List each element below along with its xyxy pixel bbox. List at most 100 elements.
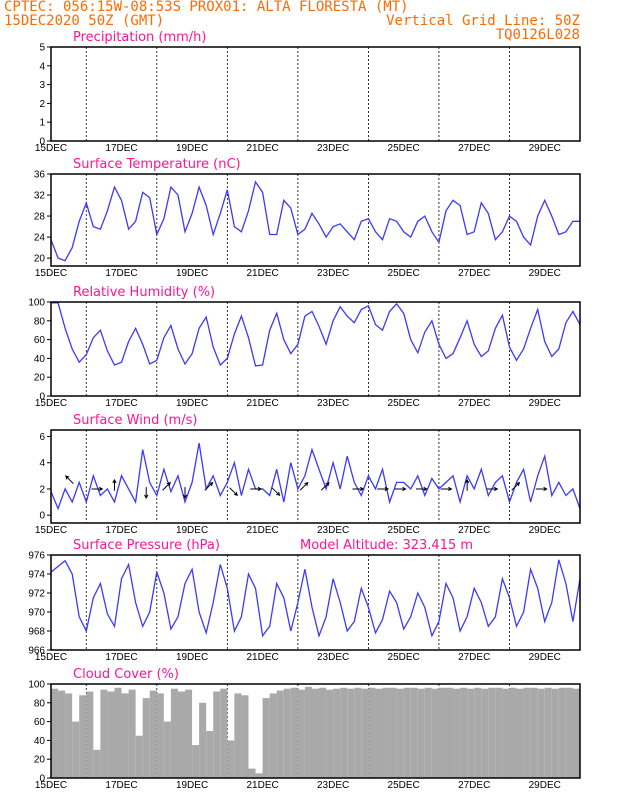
cloud-bar (523, 687, 531, 778)
plot-frame (50, 301, 581, 397)
y-tick-label: 3 (39, 80, 45, 91)
x-tick-label: 21DEC (246, 525, 278, 536)
cloud-bar (551, 688, 559, 778)
panel-1: 0 1 2 3 4 5 15DEC 17DEC 19DEC 21DEC 23DEC 25DEC 27DE… (35, 30, 581, 154)
x-tick-label: 25DEC (388, 780, 420, 791)
cloud-bar (227, 740, 235, 778)
x-tick-label: 21DEC (246, 652, 278, 663)
wind-vector (65, 475, 74, 485)
cloud-bar (65, 693, 73, 778)
y-tick-label: 36 (34, 170, 46, 181)
x-tick-label: 17DEC (105, 143, 137, 154)
y-tick-label: 20 (34, 755, 46, 766)
series-line (50, 559, 581, 639)
wind-vector (511, 481, 521, 491)
x-tick-label: 27DEC (458, 780, 490, 791)
cloud-bar (58, 690, 66, 778)
cloud-bar (220, 688, 228, 778)
wind-vector (440, 486, 453, 492)
y-tick-label: 60 (34, 717, 46, 728)
cloud-bar (558, 687, 566, 778)
wind-vector (377, 486, 390, 492)
wind-vector (465, 478, 470, 491)
x-tick-label: 23DEC (317, 143, 349, 154)
x-tick-label: 21DEC (246, 780, 278, 791)
y-tick-label: 40 (34, 736, 46, 747)
x-tick-label: 23DEC (317, 398, 349, 409)
x-tick-label: 15DEC (35, 398, 67, 409)
x-tick-label: 19DEC (176, 652, 208, 663)
cloud-bar (460, 687, 468, 778)
cloud-bar (445, 687, 454, 778)
cloud-bar (431, 688, 439, 778)
cloud-bar (156, 693, 164, 778)
cloud-bar (326, 689, 334, 778)
cloud-bar (311, 688, 320, 778)
header-grid-line: Vertical Grid Line: 50Z (386, 13, 580, 29)
series-line (51, 302, 581, 367)
cloud-bar (361, 688, 369, 778)
cloud-bar (213, 691, 221, 778)
y-tick-label: 976 (28, 551, 45, 562)
cloud-bar (453, 688, 461, 778)
cloud-bar (403, 687, 411, 778)
x-tick-label: 27DEC (458, 525, 490, 536)
x-tick-label: 29DEC (529, 398, 561, 409)
wind-vector (320, 481, 330, 491)
cloud-bar (502, 688, 510, 778)
y-tick-label: 80 (34, 698, 46, 709)
panel-3: 0 20 40 60 80 100 15DEC 17DEC 19DEC 21DEC 23DEC 25D… (28, 285, 581, 409)
y-tick-label: 24 (34, 233, 46, 244)
cloud-bar (269, 693, 277, 778)
y-tick-label: 32 (34, 191, 46, 202)
y-tick-label: 80 (34, 316, 46, 327)
x-tick-label: 17DEC (105, 652, 137, 663)
wind-vector (250, 486, 263, 492)
panel-annotation: Model Altitude: 323.415 m (300, 538, 473, 553)
cloud-bar (516, 688, 524, 778)
x-tick-label: 21DEC (246, 268, 278, 279)
wind-vector (144, 487, 149, 499)
cloud-bar (135, 735, 143, 778)
x-tick-label: 21DEC (246, 398, 278, 409)
y-tick-label: 5 (39, 43, 45, 54)
plot-frame (50, 683, 581, 779)
x-tick-label: 15DEC (35, 268, 67, 279)
plot-frame (50, 554, 581, 651)
panel-6: 0 20 40 60 80 100 15DEC 17DEC 19DEC 21DEC 23DEC 25D… (28, 667, 581, 791)
wind-vector (182, 487, 188, 499)
cloud-bar (368, 687, 376, 778)
panel-title: Surface Wind (m/s) (73, 413, 197, 428)
series-line (50, 180, 580, 262)
panel-4: 0 2 4 6 15DEC 17DEC 19DEC 21DEC 23DEC 25DEC 27DEC 2… (35, 413, 581, 536)
header-station: CPTEC: 056:15W-08:53S PROX01: ALTA FLORE… (4, 0, 409, 15)
y-tick-label: 1 (39, 118, 45, 129)
x-tick-label: 15DEC (35, 143, 67, 154)
x-tick-label: 19DEC (176, 780, 208, 791)
cloud-bar (495, 687, 503, 778)
y-tick-label: 2 (39, 99, 45, 110)
y-tick-label: 40 (34, 354, 46, 365)
panel-title: Surface Temperature (nC) (73, 157, 241, 172)
y-tick-label: 2 (39, 484, 45, 495)
cloud-bar (530, 687, 538, 778)
cloud-bar (51, 688, 59, 778)
panel-title: Precipitation (mm/h) (73, 30, 206, 45)
cloud-bar (509, 687, 517, 778)
y-tick-label: 972 (28, 589, 45, 600)
y-tick-label: 20 (34, 373, 46, 384)
x-tick-label: 19DEC (176, 525, 208, 536)
wind-vector (271, 487, 281, 497)
cloud-bar (255, 773, 263, 778)
x-tick-label: 15DEC (35, 525, 67, 536)
header-date: 15DEC2020 50Z (GMT) (4, 13, 164, 29)
cloud-bar (544, 687, 552, 778)
x-tick-label: 27DEC (458, 398, 490, 409)
header-model-code: TQ0126L028 (496, 27, 580, 43)
cloud-bar (410, 687, 418, 778)
y-tick-label: 966 (28, 646, 45, 657)
x-tick-label: 25DEC (388, 143, 420, 154)
cloud-bar (537, 688, 545, 778)
cloud-bar (417, 688, 425, 778)
